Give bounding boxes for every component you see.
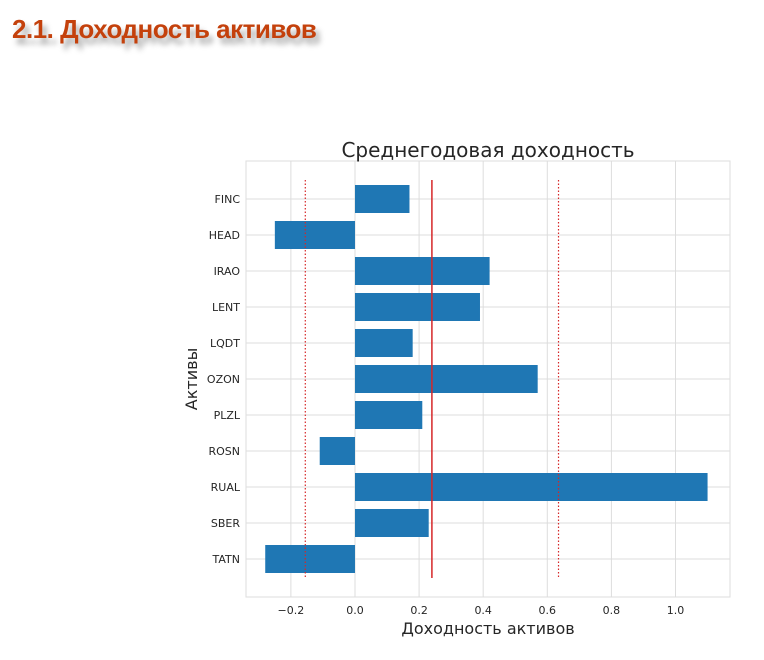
y-axis-label: Активы xyxy=(182,348,201,410)
bar-ozon xyxy=(354,365,538,393)
chart-title: Среднегодовая доходность xyxy=(341,138,634,162)
y-tick-label: LQDT xyxy=(210,337,240,350)
bar-rosn xyxy=(319,437,355,465)
bar-rual xyxy=(354,473,708,501)
x-axis-label: Доходность активов xyxy=(401,619,574,638)
x-tick-label: 0.2 xyxy=(410,604,428,617)
y-tick-label: LENT xyxy=(212,301,240,314)
x-tick-label: −0.2 xyxy=(278,604,305,617)
page-heading: 2.1. Доходность активов xyxy=(12,14,317,44)
y-tick-label: RUAL xyxy=(211,481,241,494)
y-tick-label: PLZL xyxy=(214,409,241,422)
y-tick-label: HEAD xyxy=(209,229,240,242)
bar-finc xyxy=(354,185,410,213)
bar-tatn xyxy=(265,545,355,573)
y-tick-label: SBER xyxy=(211,517,240,530)
bars xyxy=(265,185,708,573)
y-tick-label: OZON xyxy=(207,373,240,386)
x-tick-label: 0.8 xyxy=(603,604,621,617)
bar-sber xyxy=(354,509,429,537)
x-tick-labels: −0.2 0.0 0.2 0.4 0.6 0.8 1.0 xyxy=(278,604,685,617)
x-tick-label: 0.0 xyxy=(346,604,364,617)
bar-plzl xyxy=(354,401,423,429)
reference-lines xyxy=(304,180,560,578)
y-tick-label: ROSN xyxy=(208,445,240,458)
y-tick-label: IRAO xyxy=(214,265,241,278)
bar-lent xyxy=(354,293,480,321)
y-tick-label: TATN xyxy=(212,553,240,566)
y-tick-labels: FINC HEAD IRAO LENT LQDT OZON PLZL ROSN RUAL SBER… xyxy=(207,193,241,566)
bar-irao xyxy=(354,257,490,285)
x-tick-label: 1.0 xyxy=(667,604,685,617)
bar-head xyxy=(274,221,355,249)
x-tick-label: 0.4 xyxy=(474,604,492,617)
x-tick-label: 0.6 xyxy=(539,604,557,617)
bar-lqdt xyxy=(354,329,413,357)
y-tick-label: FINC xyxy=(215,193,241,206)
